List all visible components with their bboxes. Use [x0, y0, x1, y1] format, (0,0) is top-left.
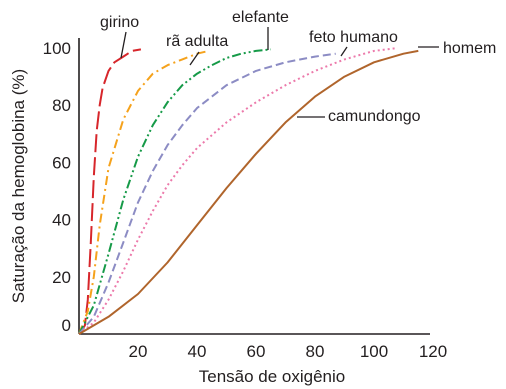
x-tick-label: 100: [360, 342, 388, 361]
series-line-3: [78, 52, 336, 335]
series-label-0: girino: [100, 14, 139, 31]
y-tick-labels: 0 20 40 60 80 100: [43, 39, 71, 335]
leader-line-1: [189, 51, 200, 66]
y-tick-label: 20: [52, 268, 71, 287]
y-tick-label: 60: [52, 153, 71, 172]
series-label-1: rã adulta: [166, 33, 228, 50]
y-axis-title: Saturação da hemoglobina (%): [9, 69, 28, 303]
series-lines: [78, 47, 419, 335]
x-tick-label: 120: [419, 342, 447, 361]
axes: [78, 38, 430, 335]
y-tick-label: 40: [52, 211, 71, 230]
y-tick-label: 0: [62, 316, 71, 335]
x-tick-label: 60: [247, 342, 266, 361]
leader-line-0: [120, 31, 127, 59]
x-tick-label: 20: [129, 342, 148, 361]
series-label-3: feto humano: [309, 29, 398, 46]
series-label-4: homem: [443, 40, 496, 57]
x-axis-title: Tensão de oxigênio: [199, 367, 346, 386]
series-line-1: [78, 49, 210, 335]
x-tick-label: 80: [306, 342, 325, 361]
leader-line-3: [340, 46, 348, 57]
x-tick-labels: 20 40 60 80 100 120: [129, 342, 448, 361]
series-line-0: [78, 48, 142, 335]
series-line-4: [78, 47, 398, 335]
y-tick-label: 100: [43, 39, 71, 58]
series-line-2: [78, 48, 271, 335]
series-label-5: camundongo: [328, 108, 421, 125]
series-line-5: [78, 49, 419, 335]
x-tick-label: 40: [188, 342, 207, 361]
y-tick-label: 80: [52, 96, 71, 115]
series-label-2: elefante: [232, 9, 289, 26]
